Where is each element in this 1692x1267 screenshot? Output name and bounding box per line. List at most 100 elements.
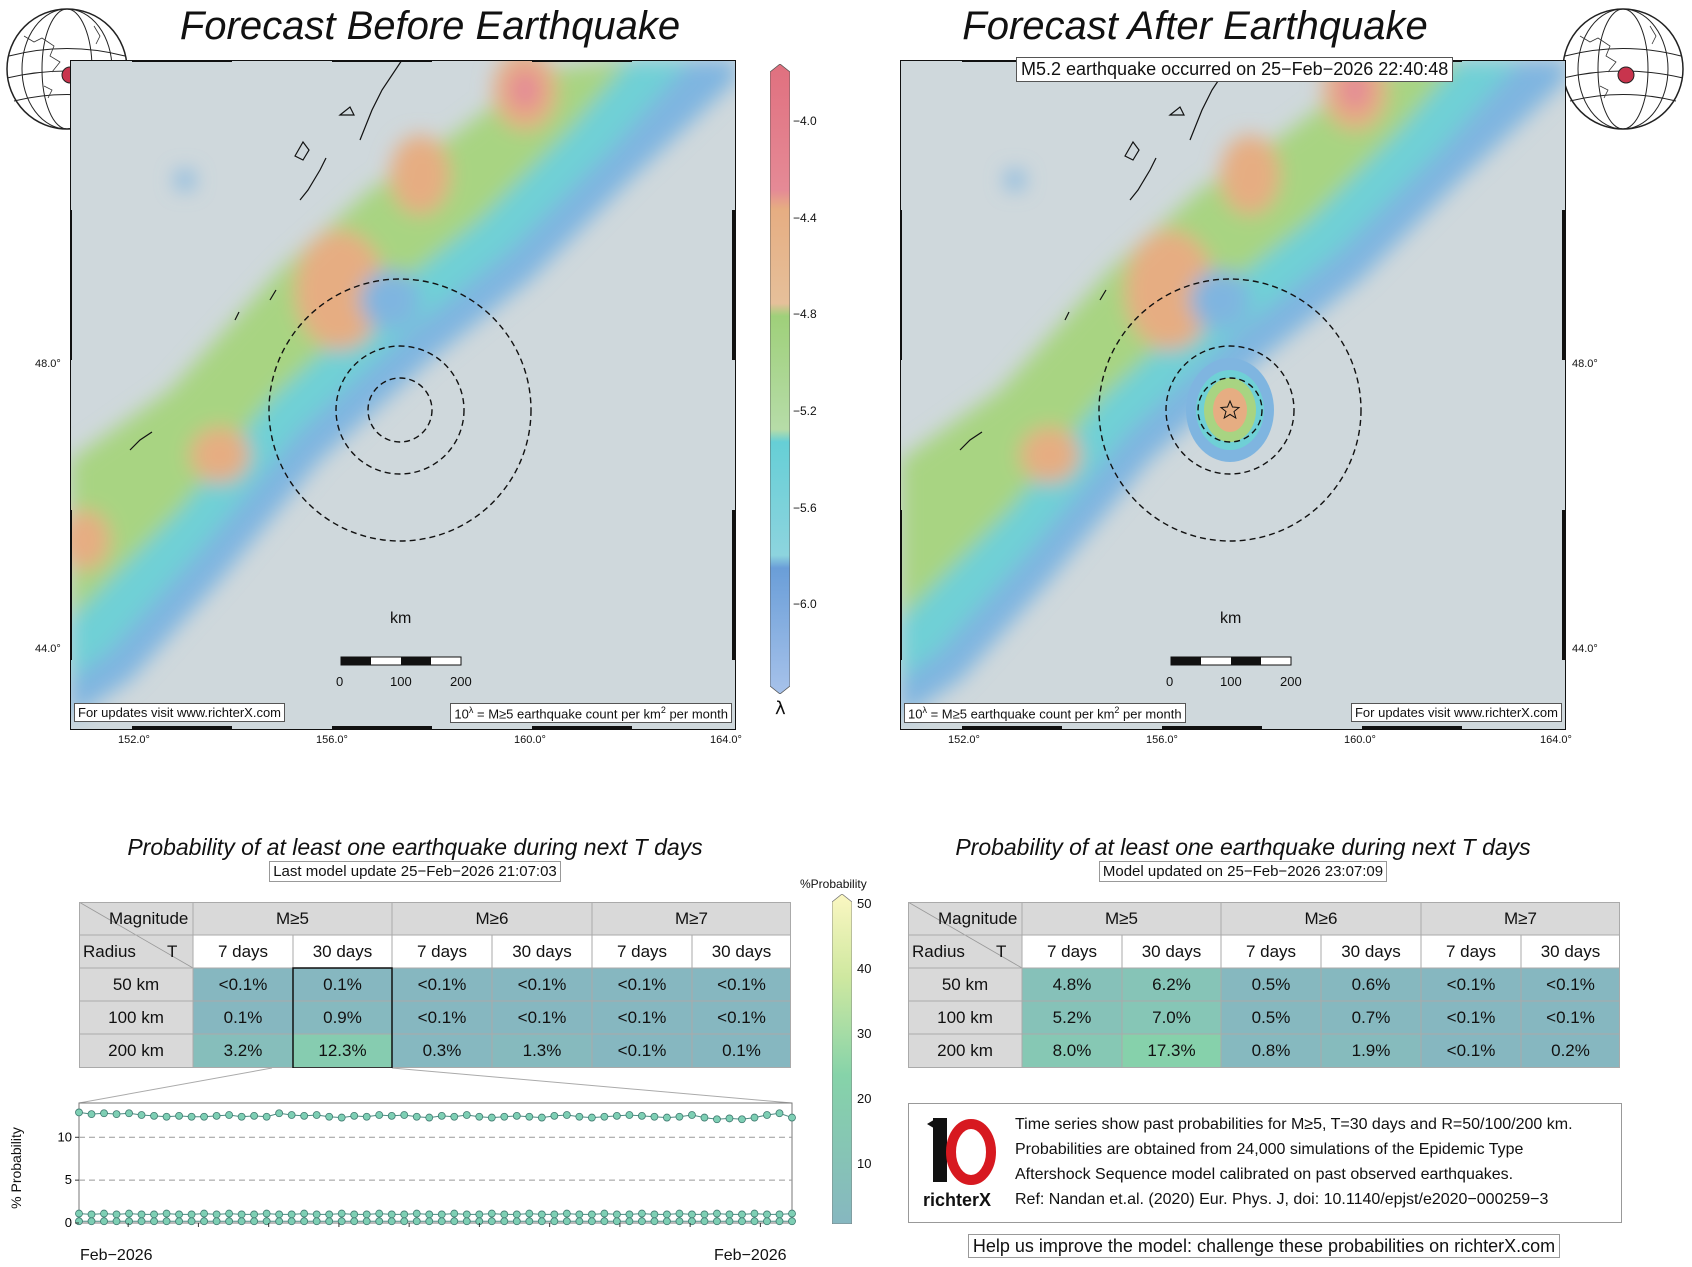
series-point	[225, 1217, 234, 1226]
left-table-subtitle: Last model update 25−Feb−2026 21:07:03	[80, 861, 750, 882]
prob-tick-20: 20	[857, 1091, 872, 1106]
left-period-2: 7 days	[416, 942, 468, 961]
value-cell-bg	[1421, 968, 1521, 1001]
series-point	[637, 1217, 646, 1226]
series-point	[500, 1210, 509, 1219]
series-point	[287, 1111, 296, 1119]
value-cell: 0.6%	[1351, 975, 1391, 994]
value-cell-bg	[1022, 1034, 1122, 1067]
series-point	[75, 1108, 83, 1117]
series-point	[350, 1217, 359, 1226]
lambda-tick-2: −4.8	[793, 307, 817, 321]
left-period-0: 7 days	[217, 942, 269, 961]
series-point	[187, 1217, 196, 1226]
series-point	[362, 1210, 371, 1219]
series-point	[112, 1217, 121, 1226]
series-point	[675, 1112, 684, 1121]
value-cell-bg	[193, 1034, 293, 1067]
left-lat-tick-48: 48.0°	[35, 358, 61, 370]
right-lon-tick-164: 164.0°	[1540, 734, 1572, 746]
series-point	[525, 1112, 534, 1121]
series-point	[512, 1111, 521, 1120]
series-point	[375, 1209, 384, 1218]
series-point	[487, 1113, 496, 1122]
left-scalebar-200: 200	[450, 674, 472, 689]
series-point	[162, 1209, 171, 1218]
x-tick-label: 18	[261, 1229, 275, 1230]
series-point	[600, 1217, 609, 1226]
series-point	[125, 1217, 133, 1226]
left-period-3: 30 days	[512, 942, 572, 961]
right-lon-tick-156: 156.0°	[1146, 734, 1178, 746]
series-point	[537, 1113, 546, 1122]
series-point	[450, 1217, 459, 1226]
value-cell: <0.1%	[517, 975, 567, 994]
series-point	[663, 1113, 671, 1122]
x-tick-label: 22	[542, 1229, 556, 1230]
right-table-subtitle: Model updated on 25−Feb−2026 23:07:09	[908, 861, 1578, 882]
series-point	[562, 1209, 571, 1218]
right-globe-icon	[1562, 8, 1684, 130]
timeseries-ylabel: % Probability	[8, 1127, 24, 1209]
left-url-note[interactable]: For updates visit www.richterX.com	[74, 703, 286, 722]
value-cell: 5.2%	[1052, 1008, 1092, 1027]
right-row-label: 100 km	[937, 1008, 993, 1027]
lambda-tick-4: −5.6	[793, 501, 817, 515]
value-cell-bg	[1521, 1001, 1620, 1034]
lambda-tick-0: −4.0	[793, 114, 817, 128]
left-value-cells	[193, 968, 791, 1067]
right-legend-note: 10λ = M≥5 earthquake count per km2 per m…	[904, 703, 1186, 724]
left-legend-note: 10λ = M≥5 earthquake count per km2 per m…	[450, 703, 732, 724]
left-lon-tick-152: 152.0°	[118, 734, 150, 746]
info-line: Probabilities are obtained from 24,000 s…	[1015, 1141, 1524, 1158]
value-cell: 0.2%	[1551, 1041, 1590, 1060]
value-cell: <0.1%	[1446, 1041, 1496, 1060]
footer-note[interactable]: Help us improve the model: challenge the…	[908, 1234, 1620, 1258]
right-mag-5: M≥5	[1105, 909, 1138, 928]
series-point	[775, 1217, 784, 1226]
series-point	[725, 1114, 734, 1123]
series-point	[562, 1217, 571, 1226]
info-line: Aftershock Sequence model calibrated on …	[1015, 1166, 1514, 1183]
series-point	[550, 1111, 559, 1120]
value-cell: 6.2%	[1152, 975, 1191, 994]
series-point	[500, 1112, 509, 1121]
x-tick-label: 20	[402, 1229, 416, 1230]
series-point	[625, 1217, 634, 1226]
series-point	[325, 1112, 334, 1121]
prob-colorbar-label: %Probability	[800, 877, 867, 891]
left-table-title: Probability of at least one earthquake d…	[127, 834, 703, 860]
series-point	[412, 1209, 421, 1218]
series-point	[537, 1217, 546, 1226]
series-point	[325, 1217, 334, 1226]
series-point	[350, 1210, 359, 1219]
series-line-1	[78, 1213, 793, 1215]
info-line: Time series show past probabilities for …	[1015, 1116, 1573, 1133]
value-cell: <0.1%	[1546, 975, 1595, 994]
value-cell: 12.3%	[318, 1041, 367, 1060]
prob-tick-50: 50	[857, 896, 872, 911]
right-mag-7: M≥7	[1504, 909, 1537, 928]
series-point	[125, 1209, 133, 1218]
value-cell-bg	[193, 968, 293, 1001]
series-point	[575, 1210, 584, 1219]
value-cell-bg	[1022, 1001, 1122, 1034]
series-point	[512, 1210, 521, 1219]
value-cell-bg	[293, 1034, 392, 1067]
series-point	[663, 1210, 671, 1219]
left-mag-6: M≥6	[475, 909, 509, 928]
value-cell-bg	[1521, 968, 1620, 1001]
value-cell: 0.7%	[1351, 1008, 1391, 1027]
left-lon-tick-160: 160.0°	[514, 734, 546, 746]
right-url-note[interactable]: For updates visit www.richterX.com	[1350, 703, 1562, 722]
value-cell: 0.9%	[323, 1008, 362, 1027]
value-cell-bg	[692, 968, 791, 1001]
series-point	[375, 1111, 384, 1119]
right-mag-6: M≥6	[1304, 909, 1338, 928]
value-cell-bg	[492, 1001, 592, 1034]
right-period-5: 30 days	[1540, 942, 1601, 961]
value-cell-bg	[1122, 1001, 1221, 1034]
series-point	[300, 1111, 309, 1120]
series-point	[725, 1217, 734, 1226]
timeseries-xlabel-right: Feb−2026	[714, 1247, 787, 1264]
